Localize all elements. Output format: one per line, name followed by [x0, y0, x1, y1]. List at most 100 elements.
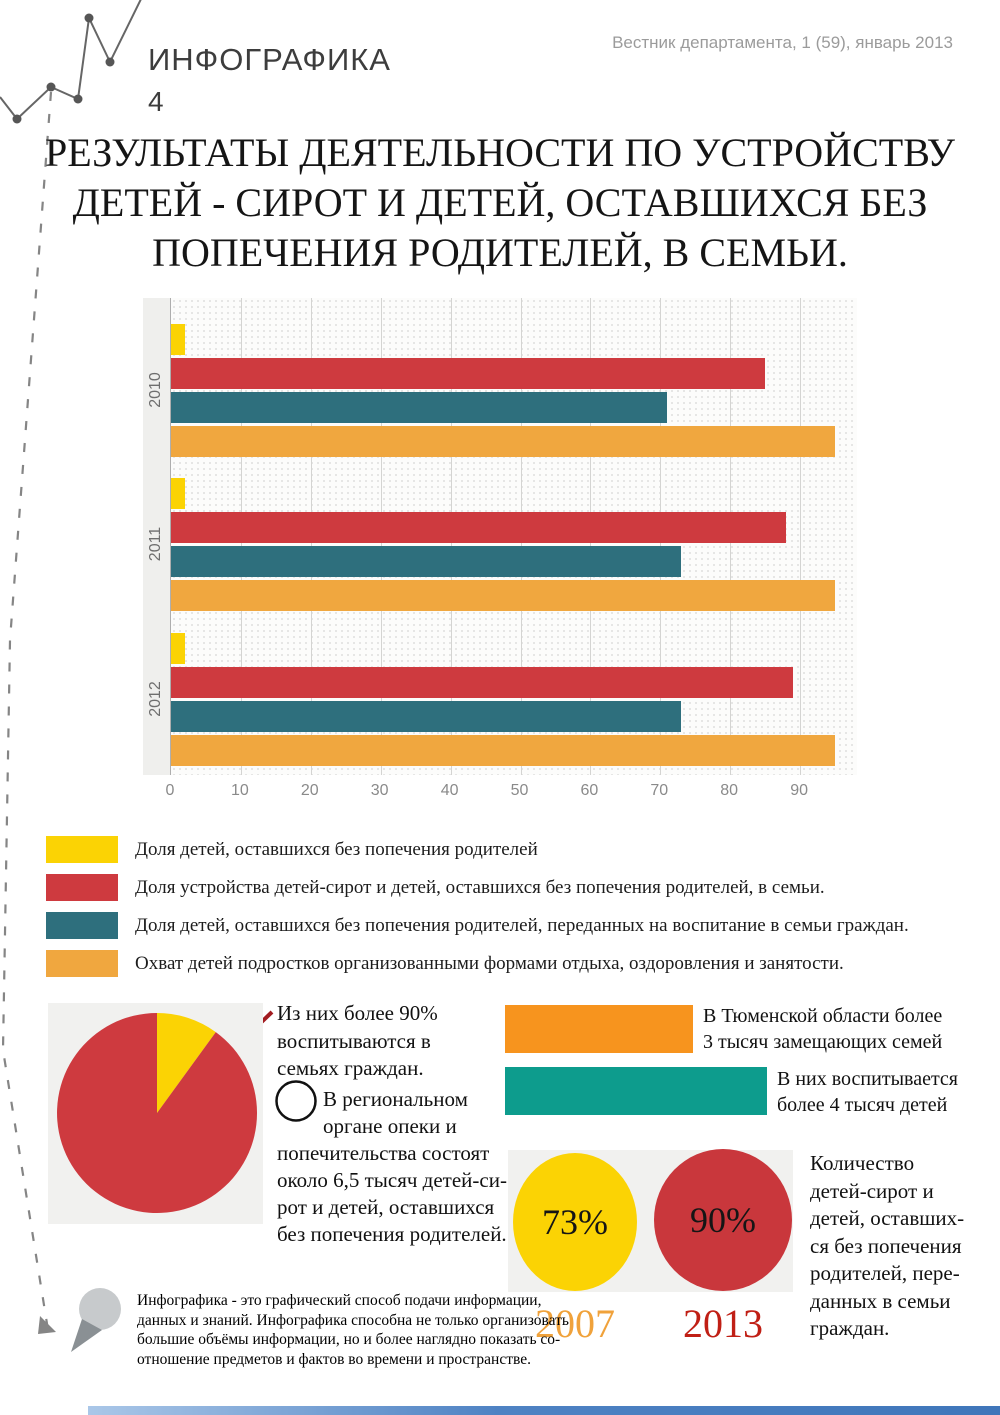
- legend-swatch: [46, 950, 118, 977]
- pie-chart: [57, 1013, 258, 1213]
- dashed-line-arrowhead: [38, 1316, 56, 1334]
- legend-item: Доля детей, оставшихся без попечения род…: [46, 912, 909, 939]
- bar-2012-series0: [171, 633, 185, 664]
- y-axis-label-2011: 2011: [147, 526, 164, 562]
- text-line: Количество: [810, 1151, 915, 1175]
- ring-bullet-icon: [275, 1080, 317, 1122]
- legend-label: Доля устройства детей-сирот и детей, ост…: [135, 876, 825, 898]
- green-stat-bar: [505, 1067, 767, 1115]
- x-tick-label: 90: [790, 782, 808, 799]
- circle-2007-value: 73%: [542, 1202, 608, 1242]
- text-line: рот и детей, оставшихся: [277, 1195, 495, 1219]
- text-line: 3 тысяч замещающих семей: [703, 1031, 943, 1053]
- text-line: В региональном: [323, 1087, 468, 1111]
- text-line: более 4 тысяч детей: [777, 1094, 948, 1116]
- x-tick-label: 0: [165, 782, 175, 799]
- bar-2012-series3: [171, 735, 836, 766]
- circle-2013: 90%: [654, 1149, 792, 1291]
- text-line: ДЕТЕЙ - СИРОТ И ДЕТЕЙ, ОСТАВШИХСЯ БЕЗ: [72, 180, 928, 225]
- bar-2012-series1: [171, 667, 794, 698]
- text-line: граждан.: [810, 1316, 890, 1340]
- circle-2013-value: 90%: [690, 1200, 756, 1240]
- journal-info: Вестник департамента, 1 (59), январь 201…: [612, 33, 953, 52]
- bar-2010-series0: [171, 324, 185, 355]
- dashed-guide-line: [1, 91, 53, 1331]
- bar-2012-series2: [171, 701, 682, 732]
- text-line: отношение предметов и фактов во времени …: [137, 1350, 531, 1368]
- guardianship-note: попечительства состоят около 6,5 тысяч де…: [277, 1140, 507, 1248]
- bar-2011-series3: [171, 580, 836, 611]
- text-line: попечительства состоят: [277, 1141, 490, 1165]
- legend-item: Доля детей, оставшихся без попечения род…: [46, 836, 909, 863]
- x-tick-label: 60: [580, 782, 599, 799]
- pie-slice: [57, 1013, 258, 1213]
- plot-area: [170, 298, 857, 775]
- bar-2011-series0: [171, 478, 185, 509]
- circles-caption: Количество детей-сирот и детей, оставших-с…: [810, 1150, 964, 1343]
- pie-callout-text: Из них более 90% воспитываются в семьях гр…: [277, 1000, 438, 1083]
- x-tick-label: 80: [720, 782, 739, 799]
- footnote-text: Инфографика - это графический способ под…: [137, 1291, 569, 1369]
- legend-swatch: [46, 912, 118, 939]
- x-tick-label: 30: [370, 782, 389, 799]
- text-line: Из них более 90%: [277, 1001, 438, 1025]
- guardianship-note-indented: В региональном органе опеки и: [323, 1086, 468, 1140]
- legend-label: Доля детей, оставшихся без попечения род…: [135, 914, 909, 936]
- pin-icon-tail: [71, 1319, 102, 1352]
- legend-item: Доля устройства детей-сирот и детей, ост…: [46, 874, 909, 901]
- text-line: детей-сирот и: [810, 1178, 934, 1203]
- text-line: большие объёмы информации, но и более на…: [137, 1331, 561, 1348]
- bar-2010-series3: [171, 426, 836, 457]
- text-line: данных и знаний. Инфографика способна не…: [137, 1311, 569, 1329]
- bottom-rule: [88, 1406, 1000, 1415]
- section-label: ИНФОГРАФИКА: [148, 42, 391, 77]
- bar-chart: 0 10 20 30 40 50 60 70 80 90 2010 2011 2012: [143, 296, 857, 808]
- year-label-2007: 2007: [535, 1301, 615, 1346]
- text-line: около 6,5 тысяч детей-си-: [277, 1168, 507, 1192]
- green-stat-label: В них воспитывается более 4 тысяч детей: [777, 1066, 958, 1118]
- page-number: 4: [148, 86, 164, 117]
- sparkline-decoration: [0, 0, 142, 121]
- circle-2007: 73%: [513, 1153, 637, 1291]
- orange-stat-label: В Тюменской области более 3 тысяч замещаю…: [703, 1003, 942, 1055]
- pin-icon: [79, 1288, 121, 1330]
- text-line: родителей, пере-: [810, 1261, 960, 1285]
- text-line: семьях граждан.: [277, 1056, 424, 1080]
- x-tick-label: 10: [230, 782, 249, 799]
- text-line: детей, оставших-: [810, 1206, 965, 1230]
- y-axis-label-2010: 2010: [147, 372, 164, 408]
- x-tick-label: 20: [300, 782, 319, 799]
- y-axis-label-2012: 2012: [147, 681, 164, 717]
- sparkline-dots: [12, 13, 115, 124]
- legend-swatch: [46, 874, 118, 901]
- x-tick-label: 70: [650, 782, 669, 799]
- year-label-2013: 2013: [683, 1301, 763, 1346]
- text-line: ся без попечения: [810, 1233, 962, 1258]
- page-title: РЕЗУЛЬТАТЫ ДЕЯТЕЛЬНОСТИ ПО УСТРОЙСТВУ ДЕТ…: [0, 128, 1000, 278]
- text-line: ПОПЕЧЕНИЯ РОДИТЕЛЕЙ, В СЕМЬИ.: [152, 230, 848, 275]
- text-line: Инфографика - это графический способ под…: [137, 1292, 542, 1309]
- chart-legend: Доля детей, оставшихся без попечения род…: [46, 836, 909, 977]
- x-tick-label: 40: [440, 782, 459, 799]
- bar-2011-series1: [171, 512, 787, 543]
- text-line: данных в семьи: [810, 1288, 951, 1313]
- orange-stat-bar: [505, 1005, 693, 1053]
- legend-label: Доля детей, оставшихся без попечения род…: [135, 838, 538, 860]
- text-line: В них воспитывается: [777, 1068, 959, 1090]
- text-line: без попечения родителей.: [277, 1222, 507, 1246]
- bar-2011-series2: [171, 546, 682, 577]
- gridline: [800, 298, 802, 775]
- text-line: РЕЗУЛЬТАТЫ ДЕЯТЕЛЬНОСТИ ПО УСТРОЙСТВУ: [45, 130, 955, 175]
- text-line: В Тюменской области более: [703, 1005, 943, 1027]
- bar-2010-series2: [171, 392, 668, 423]
- legend-item: Охват детей подростков организованными ф…: [46, 950, 909, 977]
- legend-swatch: [46, 836, 118, 863]
- legend-label: Охват детей подростков организованными ф…: [135, 952, 844, 974]
- text-line: воспитываются в: [277, 1028, 431, 1053]
- bar-2010-series1: [171, 358, 766, 389]
- y-axis-band: [143, 298, 170, 775]
- text-line: органе опеки и: [323, 1114, 457, 1138]
- x-tick-label: 50: [510, 782, 529, 799]
